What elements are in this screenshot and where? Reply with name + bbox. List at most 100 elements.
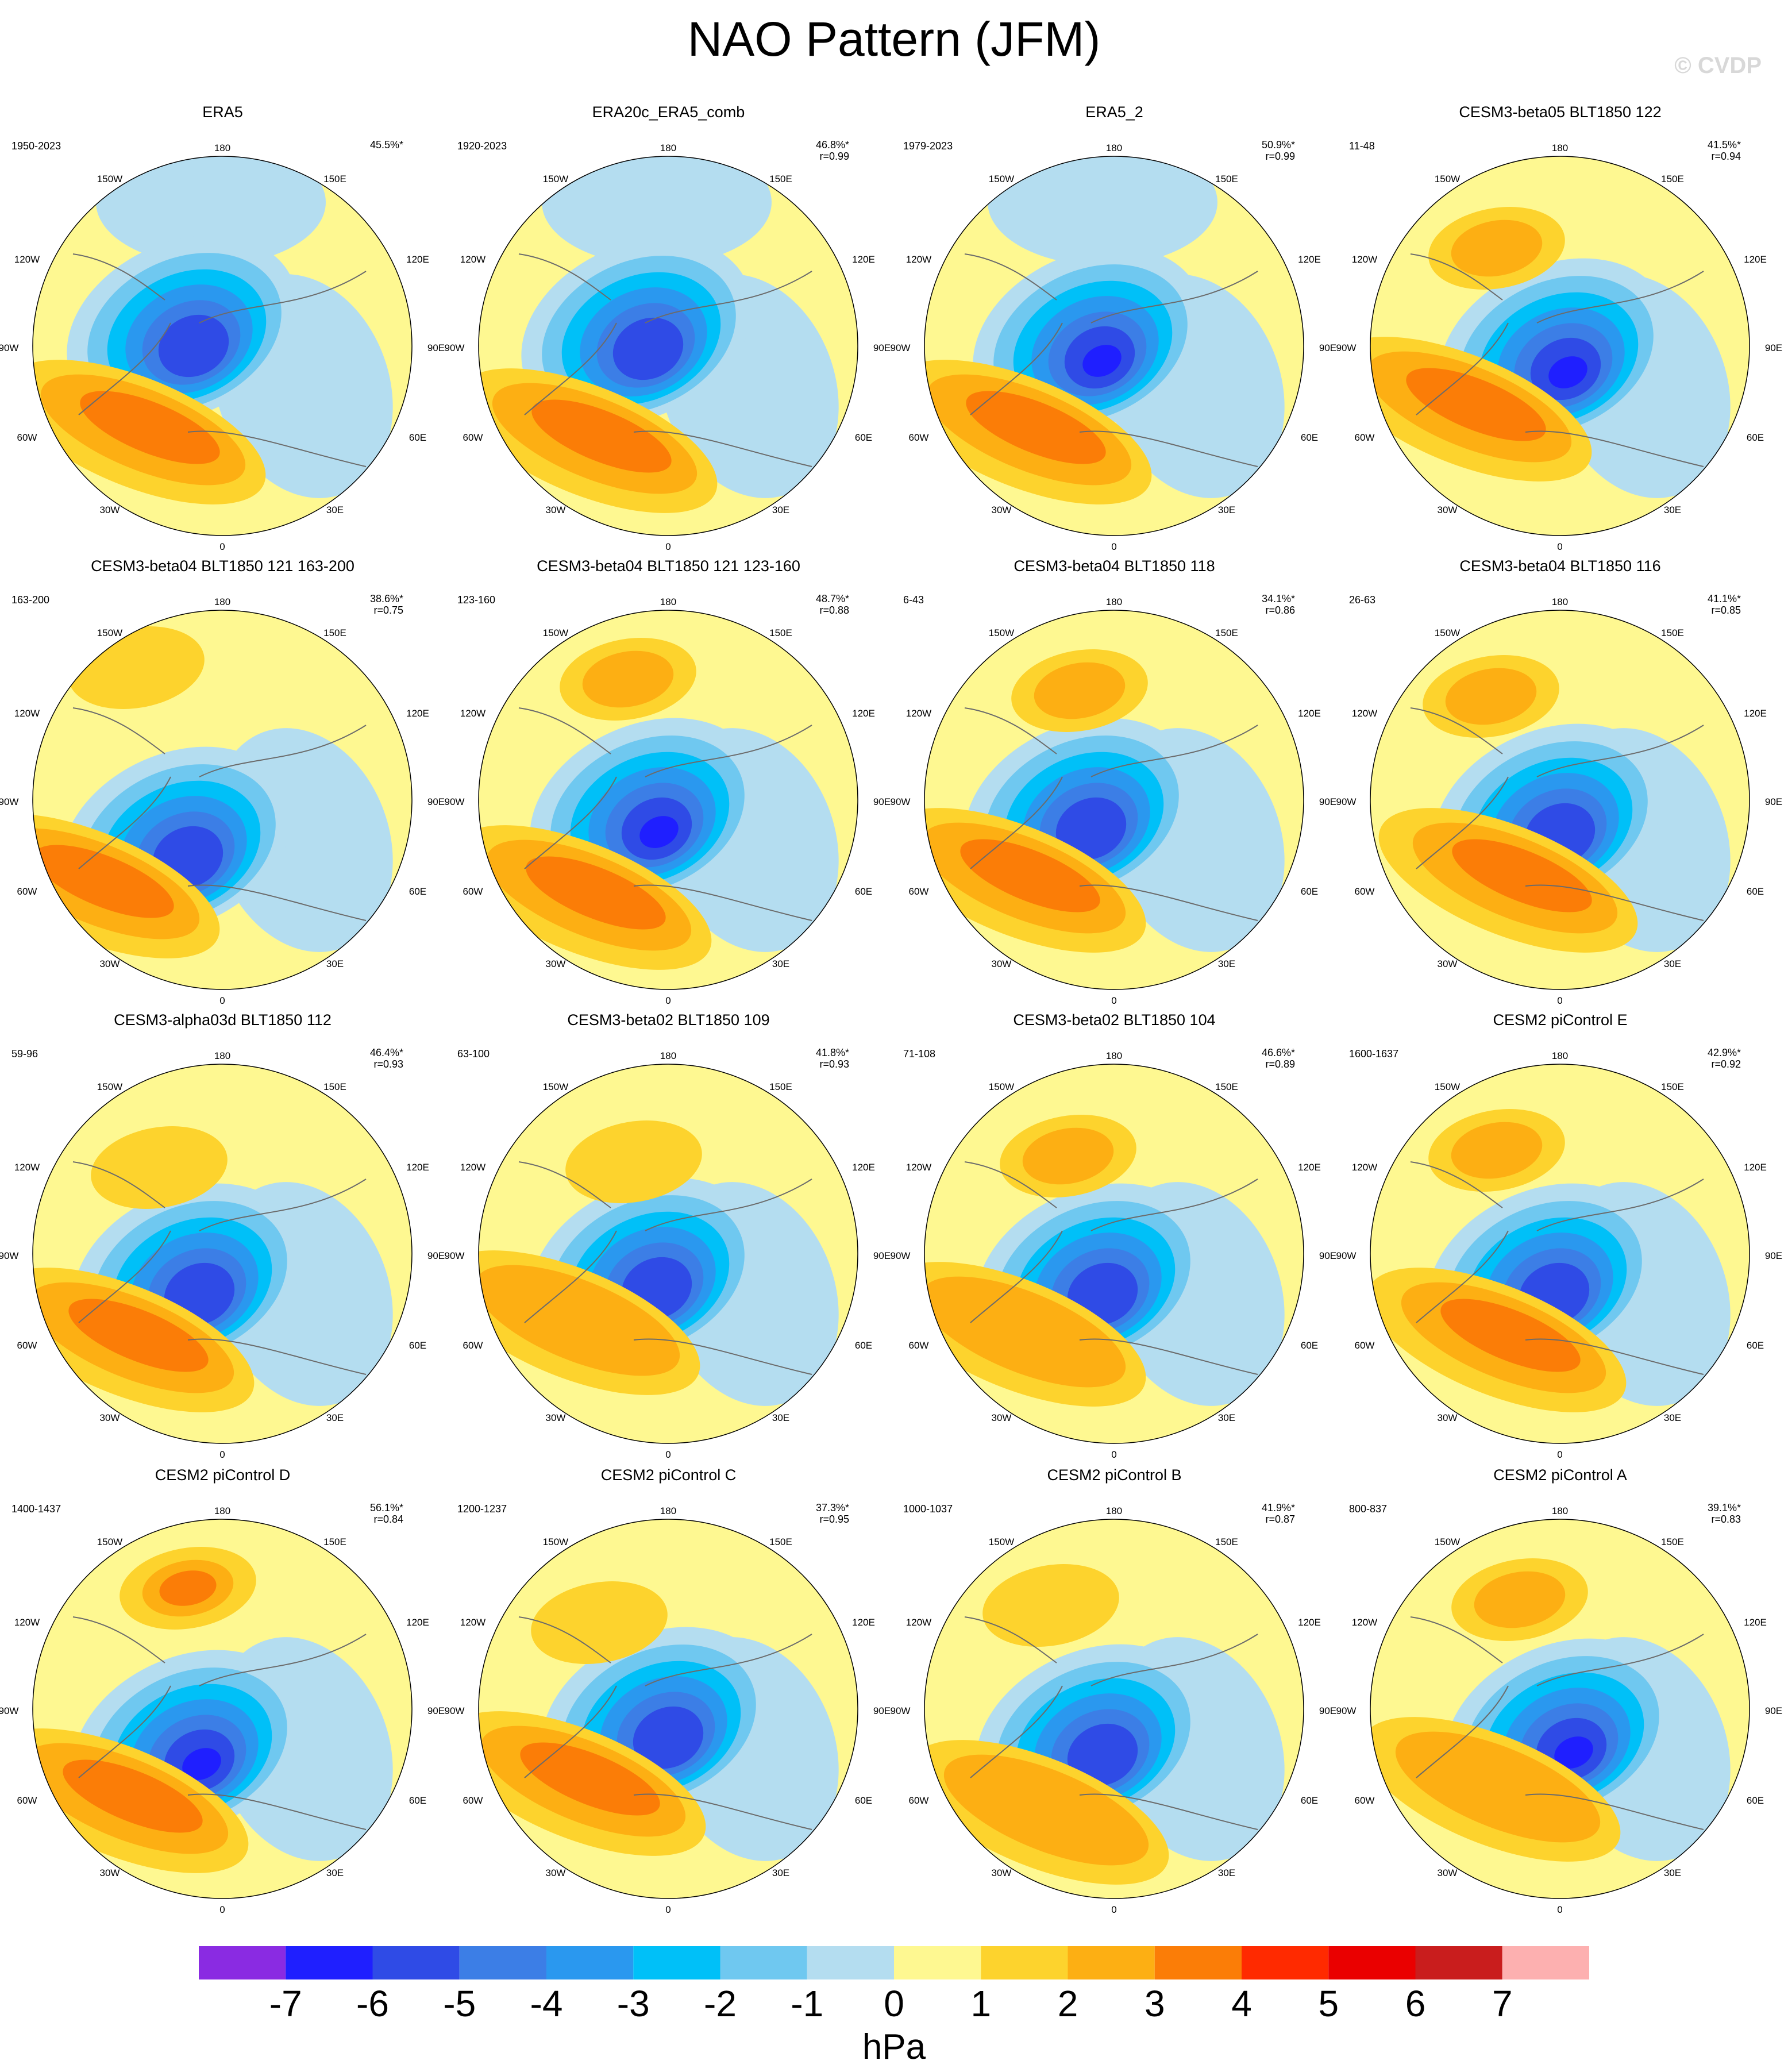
longitude-label: 150W xyxy=(542,1536,569,1547)
panel-variance-pct: 46.4%* xyxy=(369,1047,403,1058)
longitude-label: 150E xyxy=(1215,627,1238,638)
longitude-label: 120E xyxy=(852,1162,875,1173)
longitude-label: 60W xyxy=(908,432,929,443)
longitude-label: 90E xyxy=(873,342,891,353)
longitude-label: 60W xyxy=(463,432,483,443)
map-panel: CESM3-beta04 BLT1850 121 123-160 123-160 4… xyxy=(445,556,891,1010)
longitude-label: 90E xyxy=(873,1250,891,1261)
longitude-label: 0 xyxy=(1111,541,1117,552)
longitude-label: 0 xyxy=(1111,995,1117,1006)
panel-stats: 46.8%* r=0.99 xyxy=(808,139,849,162)
longitude-label: 90W xyxy=(1336,1250,1357,1261)
colorbar-tick-label: 4 xyxy=(1231,1983,1252,2024)
longitude-label: 120W xyxy=(905,1162,932,1173)
panel-title: ERA5_2 xyxy=(1085,103,1143,121)
contour-fill xyxy=(80,391,220,464)
longitude-label: 0 xyxy=(1557,541,1563,552)
colorbar-tick-label: -5 xyxy=(443,1983,476,2024)
colorbar-tick-label: 6 xyxy=(1405,1983,1426,2024)
longitude-label: 120W xyxy=(14,708,40,719)
longitude-label: 30W xyxy=(991,1412,1012,1423)
longitude-label: 180 xyxy=(1551,596,1569,607)
panel-stats: 56.1%* r=0.84 xyxy=(362,1502,403,1525)
longitude-label: 180 xyxy=(214,596,231,607)
longitude-label: 150W xyxy=(97,1081,123,1092)
longitude-label: 150E xyxy=(769,1536,792,1547)
longitude-label: 60E xyxy=(1300,432,1319,443)
longitude-label: 150W xyxy=(542,627,569,638)
longitude-label: 60E xyxy=(1300,1340,1319,1351)
longitude-label: 90W xyxy=(890,796,911,807)
coastline xyxy=(72,707,367,921)
panel-stats: 50.9%* r=0.99 xyxy=(1254,139,1295,162)
colorbar-swatch xyxy=(1502,1946,1589,1979)
longitude-label: 120W xyxy=(905,1617,932,1628)
contour-fill xyxy=(582,650,674,708)
contour-fill xyxy=(1452,839,1592,912)
longitude-label: 150E xyxy=(769,174,792,184)
contour-fill xyxy=(1034,662,1126,719)
panel-variance-pct: 41.5%* xyxy=(1707,139,1741,151)
panel-title: CESM2 piControl B xyxy=(1047,1466,1182,1484)
panel-correlation: r=0.75 xyxy=(373,604,403,616)
panel-title: CESM2 piControl A xyxy=(1493,1466,1627,1484)
longitude-label: 60W xyxy=(908,886,929,897)
panel-correlation: r=0.89 xyxy=(1265,1058,1295,1070)
contour-fill xyxy=(960,839,1100,912)
longitude-label: 180 xyxy=(214,143,231,153)
panel-stats: 39.1%* r=0.83 xyxy=(1700,1502,1741,1525)
longitude-label: 30E xyxy=(1217,958,1236,969)
contour-fill xyxy=(1082,345,1122,377)
map-panel: ERA5_2 1979-2023 50.9%* r=0.99 180 0 150W 150E 1… xyxy=(891,102,1337,556)
longitude-label: 60W xyxy=(463,1795,483,1806)
longitude-label: 120E xyxy=(1298,1162,1321,1173)
contour-fill xyxy=(943,1754,1149,1866)
longitude-label: 60E xyxy=(854,1795,873,1806)
map-border xyxy=(1370,610,1750,990)
panel-period: 1600-1637 xyxy=(1349,1048,1399,1060)
panel-variance-pct: 42.9%* xyxy=(1707,1047,1741,1058)
panel-variance-pct: 45.5%* xyxy=(369,139,403,151)
panel-period: 1950-2023 xyxy=(11,140,61,152)
longitude-label: 150E xyxy=(1215,1536,1238,1547)
longitude-label: 60E xyxy=(1300,886,1319,897)
panel-correlation: r=0.99 xyxy=(819,151,849,162)
map-border xyxy=(924,1064,1304,1444)
longitude-label: 90W xyxy=(444,1250,465,1261)
longitude-label: 180 xyxy=(1105,596,1123,607)
map-panel: ERA5 1950-2023 45.5%* 180 0 150W 150E 120W 120E 9… xyxy=(0,102,445,556)
longitude-label: 30E xyxy=(772,1867,790,1878)
longitude-label: 60W xyxy=(1354,1795,1375,1806)
polar-map xyxy=(32,156,413,536)
longitude-label: 60E xyxy=(409,1340,427,1351)
panel-correlation: r=0.84 xyxy=(373,1513,403,1525)
longitude-label: 60E xyxy=(409,886,427,897)
longitude-label: 150W xyxy=(1434,627,1461,638)
longitude-label: 60W xyxy=(463,886,483,897)
longitude-label: 0 xyxy=(219,541,225,552)
polar-map xyxy=(478,156,858,536)
longitude-label: 90E xyxy=(1319,1705,1337,1716)
longitude-label: 30E xyxy=(1663,958,1682,969)
longitude-label: 180 xyxy=(660,1050,677,1061)
contour-fill xyxy=(1451,219,1543,277)
panel-title: ERA20c_ERA5_comb xyxy=(592,103,745,121)
map-border xyxy=(478,156,858,536)
panel-variance-pct: 41.1%* xyxy=(1707,593,1741,604)
longitude-label: 150W xyxy=(1434,174,1461,184)
map-panel: CESM3-beta04 BLT1850 118 6-43 34.1%* r=0.86… xyxy=(890,556,1337,1010)
longitude-label: 120E xyxy=(1298,708,1321,719)
longitude-label: 150W xyxy=(988,1081,1015,1092)
panel-period: 26-63 xyxy=(1349,594,1376,606)
longitude-label: 180 xyxy=(1105,143,1123,153)
longitude-label: 0 xyxy=(1557,1904,1563,1915)
colorbar-swatch xyxy=(199,1946,286,1979)
longitude-label: 30E xyxy=(1663,504,1682,515)
contour-fill xyxy=(158,314,229,378)
longitude-label: 30E xyxy=(326,504,344,515)
map-panel: CESM3-beta02 BLT1850 109 63-100 41.8%* r=0.… xyxy=(444,1010,891,1464)
longitude-label: 30E xyxy=(1217,1412,1236,1423)
map-panel: CESM3-alpha03d BLT1850 112 59-96 46.4%* r=0… xyxy=(0,1010,445,1464)
longitude-label: 90W xyxy=(890,1705,911,1716)
longitude-label: 30E xyxy=(1217,504,1236,515)
